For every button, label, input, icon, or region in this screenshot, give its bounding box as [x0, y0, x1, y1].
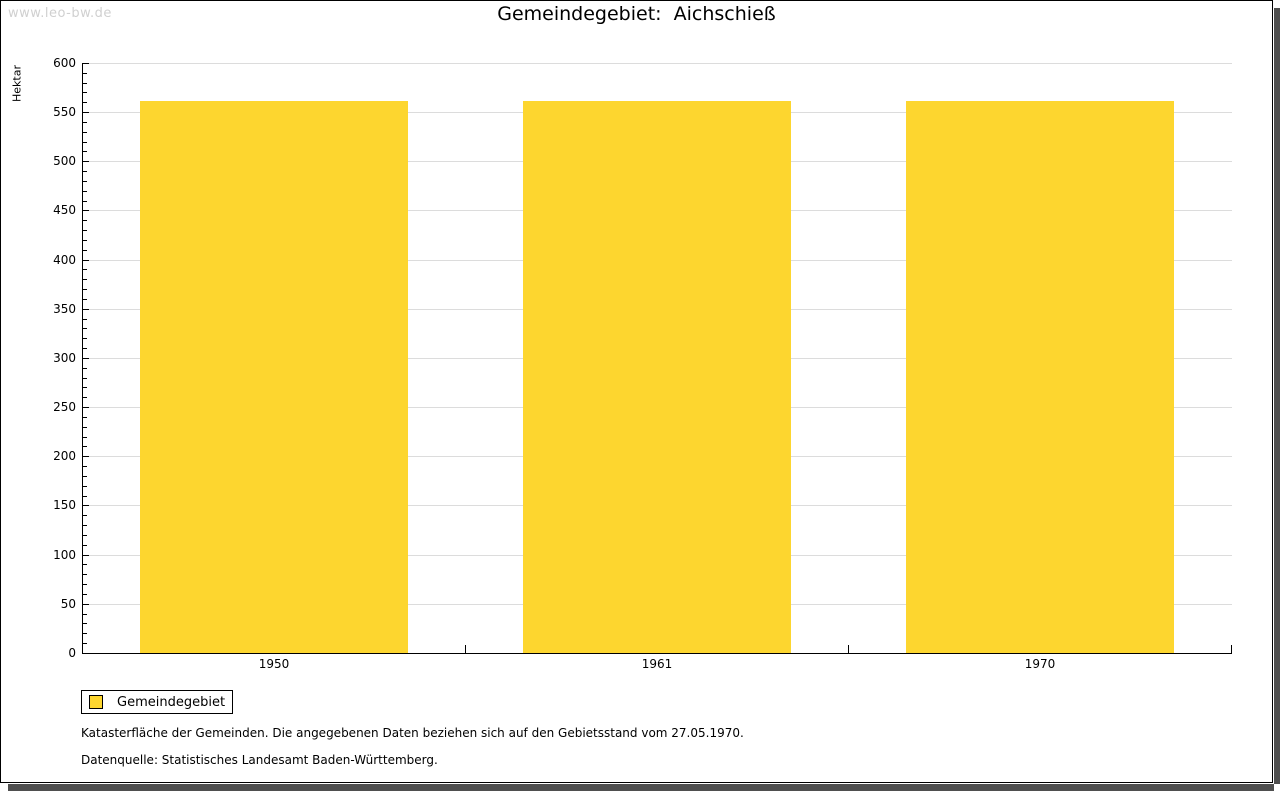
- y-tick-500: [83, 161, 89, 162]
- y-minor-tick-140: [83, 515, 87, 516]
- y-minor-tick-160: [83, 496, 87, 497]
- legend-label: Gemeindegebiet: [117, 694, 226, 710]
- y-minor-tick-380: [83, 279, 87, 280]
- y-tick-100: [83, 555, 89, 556]
- y-minor-tick-460: [83, 201, 87, 202]
- y-minor-tick-220: [83, 437, 87, 438]
- y-minor-tick-70: [83, 584, 87, 585]
- y-minor-tick-10: [83, 643, 87, 644]
- footnote-data-source: Datenquelle: Statistisches Landesamt Bad…: [81, 753, 438, 767]
- x-boundary-tick-2: [848, 645, 849, 653]
- y-minor-tick-290: [83, 368, 87, 369]
- bar-1950: [140, 101, 408, 653]
- gridline-y-600: [83, 63, 1232, 64]
- y-minor-tick-230: [83, 427, 87, 428]
- y-minor-tick-590: [83, 73, 87, 74]
- y-tick-label-600: 600: [53, 56, 76, 70]
- y-tick-label-250: 250: [53, 400, 76, 414]
- y-tick-label-500: 500: [53, 154, 76, 168]
- y-minor-tick-530: [83, 132, 87, 133]
- y-tick-label-350: 350: [53, 302, 76, 316]
- y-minor-tick-240: [83, 417, 87, 418]
- y-tick-550: [83, 112, 89, 113]
- y-tick-450: [83, 210, 89, 211]
- frame-shadow-right: [1274, 8, 1280, 784]
- y-minor-tick-310: [83, 348, 87, 349]
- bar-1970: [906, 101, 1174, 653]
- x-boundary-tick-1: [465, 645, 466, 653]
- y-minor-tick-60: [83, 594, 87, 595]
- y-minor-tick-180: [83, 476, 87, 477]
- y-tick-250: [83, 407, 89, 408]
- y-tick-50: [83, 604, 89, 605]
- y-minor-tick-430: [83, 230, 87, 231]
- y-tick-label-550: 550: [53, 105, 76, 119]
- y-minor-tick-390: [83, 269, 87, 270]
- y-minor-tick-170: [83, 486, 87, 487]
- y-minor-tick-110: [83, 545, 87, 546]
- y-minor-tick-360: [83, 299, 87, 300]
- y-tick-label-150: 150: [53, 498, 76, 512]
- x-axis-line: [82, 653, 1232, 654]
- y-minor-tick-210: [83, 446, 87, 447]
- y-tick-300: [83, 358, 89, 359]
- x-tick-label-1970: 1970: [1024, 657, 1056, 671]
- y-minor-tick-270: [83, 387, 87, 388]
- frame-shadow-bottom: [8, 784, 1274, 791]
- y-minor-tick-340: [83, 319, 87, 320]
- y-minor-tick-260: [83, 397, 87, 398]
- legend: Gemeindegebiet: [81, 690, 233, 714]
- y-minor-tick-420: [83, 240, 87, 241]
- y-minor-tick-480: [83, 181, 87, 182]
- y-tick-label-300: 300: [53, 351, 76, 365]
- y-tick-label-400: 400: [53, 253, 76, 267]
- y-minor-tick-490: [83, 171, 87, 172]
- y-minor-tick-30: [83, 623, 87, 624]
- x-tick-label-1961: 1961: [641, 657, 673, 671]
- y-axis-line: [82, 63, 83, 653]
- y-tick-label-50: 50: [60, 597, 76, 611]
- y-minor-tick-320: [83, 338, 87, 339]
- y-minor-tick-20: [83, 633, 87, 634]
- y-minor-tick-580: [83, 83, 87, 84]
- watermark: www.leo-bw.de: [8, 6, 112, 21]
- bar-1961: [523, 101, 791, 653]
- x-boundary-tick-3: [1231, 645, 1232, 653]
- y-minor-tick-120: [83, 535, 87, 536]
- y-tick-label-0: 0: [68, 646, 76, 660]
- y-tick-label-100: 100: [53, 548, 76, 562]
- y-minor-tick-510: [83, 151, 87, 152]
- x-tick-label-1950: 1950: [258, 657, 290, 671]
- y-tick-label-200: 200: [53, 449, 76, 463]
- y-minor-tick-80: [83, 574, 87, 575]
- footnote-source-note: Katasterfläche der Gemeinden. Die angege…: [81, 726, 744, 740]
- y-tick-label-450: 450: [53, 203, 76, 217]
- y-tick-600: [83, 63, 89, 64]
- y-minor-tick-40: [83, 614, 87, 615]
- y-minor-tick-520: [83, 142, 87, 143]
- y-tick-200: [83, 456, 89, 457]
- y-minor-tick-130: [83, 525, 87, 526]
- y-tick-400: [83, 260, 89, 261]
- y-minor-tick-440: [83, 220, 87, 221]
- chart-title: Gemeindegebiet: Aichschieß: [497, 3, 776, 25]
- y-minor-tick-470: [83, 191, 87, 192]
- y-tick-350: [83, 309, 89, 310]
- y-minor-tick-370: [83, 289, 87, 290]
- y-minor-tick-330: [83, 328, 87, 329]
- legend-swatch: [89, 695, 103, 709]
- y-minor-tick-90: [83, 564, 87, 565]
- y-minor-tick-410: [83, 250, 87, 251]
- y-minor-tick-190: [83, 466, 87, 467]
- y-minor-tick-540: [83, 122, 87, 123]
- y-minor-tick-280: [83, 378, 87, 379]
- y-minor-tick-560: [83, 102, 87, 103]
- y-tick-150: [83, 505, 89, 506]
- y-minor-tick-570: [83, 92, 87, 93]
